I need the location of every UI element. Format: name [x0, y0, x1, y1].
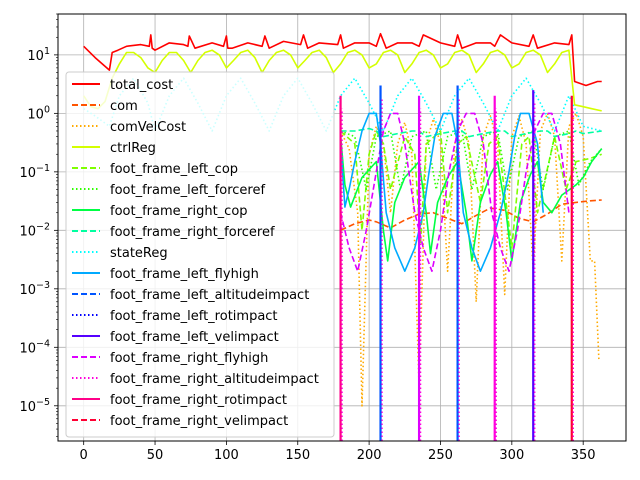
y-tick-label: 10−5 [19, 397, 50, 415]
x-tick-label: 150 [285, 448, 310, 463]
legend-label: com [110, 99, 138, 114]
series-line-comVelCost [339, 112, 600, 407]
legend-label: foot_frame_left_rotimpact [110, 309, 278, 324]
y-tick-label: 10−2 [19, 221, 50, 239]
y-tick-base: 10 [19, 400, 36, 415]
x-tick-label: 0 [80, 448, 88, 463]
legend-label: foot_frame_right_rotimpact [110, 393, 287, 408]
x-tick-label: 100 [214, 448, 239, 463]
series-line-foot-frame-left-flyhigh [339, 112, 544, 273]
series-line-com [340, 199, 602, 232]
y-tick-base: 10 [27, 107, 44, 122]
legend-label: foot_frame_left_velimpact [110, 330, 279, 345]
y-tick-exponent: −4 [36, 338, 50, 349]
y-tick-label: 101 [27, 46, 50, 64]
y-tick-exponent: −5 [36, 397, 50, 408]
legend-label: foot_frame_right_flyhigh [110, 351, 268, 366]
axes-frame [57, 13, 627, 442]
x-tick-label: 350 [571, 448, 596, 463]
legend-label: foot_frame_left_flyhigh [110, 267, 259, 282]
x-tick-label: 300 [499, 448, 524, 463]
y-tick-label: 10−1 [19, 163, 50, 181]
y-tick-label: 10−4 [19, 338, 50, 356]
y-tick-exponent: −1 [36, 163, 50, 174]
legend-label: foot_frame_right_cop [110, 204, 248, 219]
y-tick-exponent: 1 [44, 46, 50, 57]
y-tick-exponent: 0 [44, 104, 50, 115]
x-tick-label: 50 [147, 448, 164, 463]
y-tick-base: 10 [19, 341, 36, 356]
series-layer [83, 32, 603, 441]
y-tick-base: 10 [19, 224, 36, 239]
legend-label: ctrlReg [110, 141, 156, 156]
legend-label: foot_frame_left_cop [110, 162, 238, 177]
x-axis: 0 50 100 150 200 250 300 350 [80, 441, 596, 463]
series-line-foot-frame-left-forceref [340, 130, 603, 191]
series-line-total-cost [83, 32, 602, 87]
legend-label: total_cost [110, 78, 173, 93]
y-tick-exponent: −3 [36, 280, 50, 291]
legend-label: foot_frame_right_velimpact [110, 414, 288, 429]
legend-label: foot_frame_left_altitudeimpact [110, 288, 309, 303]
x-tick-label: 250 [428, 448, 453, 463]
series-line-foot-frame-right-forceref [340, 127, 602, 138]
x-tick-label: 200 [357, 448, 382, 463]
y-tick-base: 10 [19, 166, 36, 181]
legend-label: stateReg [110, 246, 168, 261]
y-tick-label: 100 [27, 104, 50, 122]
y-tick-base: 10 [27, 49, 44, 64]
series-line-ctrlReg [83, 49, 602, 112]
y-tick-exponent: −2 [36, 221, 50, 232]
legend-label: foot_frame_right_altitudeimpact [110, 372, 319, 387]
y-tick-base: 10 [19, 283, 36, 298]
legend-box [65, 71, 335, 438]
legend-label: foot_frame_left_forceref [110, 183, 265, 198]
legend-label: foot_frame_right_forceref [110, 225, 275, 240]
legend-label: comVelCost [110, 120, 186, 135]
y-tick-label: 10−3 [19, 280, 50, 298]
